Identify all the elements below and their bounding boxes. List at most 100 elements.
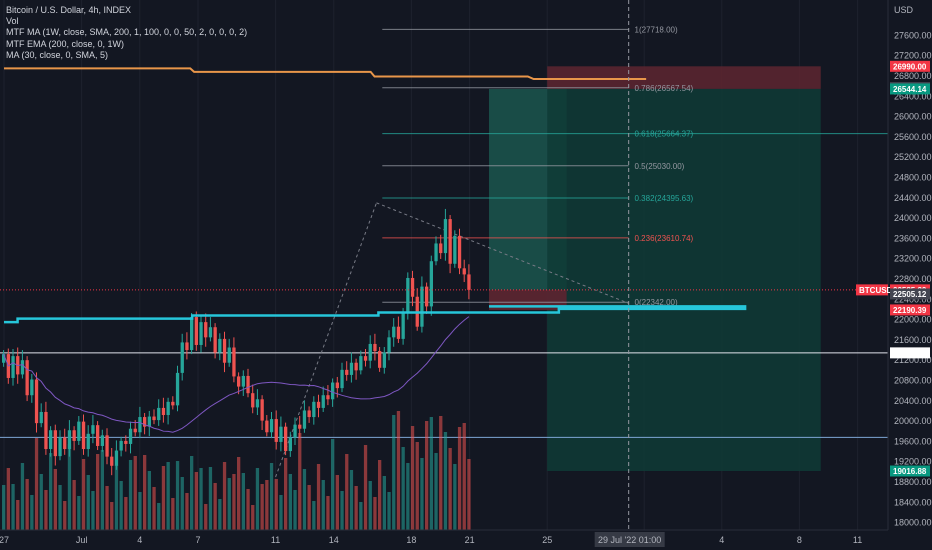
weekly-ma-line (4, 67, 647, 80)
volume-bar (457, 427, 462, 530)
volume-bar (213, 483, 217, 530)
candle-body (63, 437, 67, 450)
candle-body (434, 243, 438, 262)
candle-body (213, 327, 217, 353)
candle-body (410, 277, 415, 297)
candle-body (241, 375, 245, 387)
price-tag-label: 19016.88 (893, 467, 927, 476)
price-tick-label: 22800.00 (894, 274, 932, 284)
price-tag-label: 26544.14 (893, 85, 927, 94)
volume-bar (274, 479, 278, 530)
volume-bar (429, 417, 433, 530)
volume-bar (368, 481, 372, 530)
volume-bar (387, 492, 391, 530)
candle-body (359, 356, 363, 371)
volume-bar (63, 501, 67, 530)
volume-bar (302, 469, 307, 530)
volume-bar (67, 444, 72, 530)
fib-label-0.786: 0.786(26567.54) (635, 84, 694, 93)
candle-body (100, 435, 104, 446)
volume-bar (260, 484, 264, 530)
volume-bar (49, 453, 53, 530)
volume-bar (100, 450, 104, 530)
price-tick-label: 21200.00 (894, 355, 932, 365)
indicator-mtf-ma[interactable]: MTF MA (1W, close, SMA, 200, 1, 100, 0, … (6, 27, 248, 38)
candle-body (77, 421, 81, 441)
price-tag (890, 83, 930, 95)
time-tick-label: 11 (271, 535, 280, 545)
volume-bar (232, 474, 236, 530)
volume-bar (251, 505, 255, 530)
candle-body (2, 354, 6, 363)
price-tick-label: 19200.00 (894, 457, 932, 467)
price-tag (890, 347, 930, 359)
candle-body (30, 379, 34, 396)
volume-bar (30, 495, 34, 530)
price-tick-label: 23200.00 (894, 254, 932, 264)
price-tick-label: 23600.00 (894, 233, 932, 243)
chart-legend: Bitcoin / U.S. Dollar, 4h, INDEX Vol MTF… (6, 5, 247, 61)
candle-body (91, 425, 95, 434)
price-tag-label: 22505.12 (893, 290, 927, 299)
volume-bar (265, 480, 269, 530)
candle-body (312, 401, 316, 418)
volume-bar (194, 472, 198, 530)
candle-body (133, 428, 137, 433)
volume-bar (246, 489, 250, 530)
volume-bar (316, 464, 321, 530)
mtf-ema-line (4, 305, 747, 324)
candle-body (340, 369, 344, 389)
volume-bar (171, 498, 175, 530)
volume-bar (420, 458, 424, 530)
candle-body (227, 347, 231, 363)
volume-bar (16, 500, 20, 530)
candle-body (429, 261, 433, 307)
candle-body (11, 356, 15, 378)
candle-body (128, 428, 133, 444)
time-tick-label: 8 (797, 535, 802, 545)
candle-body (382, 352, 386, 368)
price-tag (890, 288, 930, 300)
volume-bar (279, 495, 283, 530)
candle-body (448, 219, 452, 264)
crosshair-date-box (594, 532, 665, 547)
candle-body (307, 410, 311, 418)
indicator-mtf-ema[interactable]: MTF EMA (200, close, 0, 1W) (6, 38, 125, 49)
volume-bar (39, 474, 43, 530)
volume-bar (453, 464, 457, 530)
price-axis: USD 27600.00 27200.00 26800.00 26400.00 26000… (894, 5, 932, 528)
candle-body (72, 430, 76, 441)
volume-bar (227, 478, 231, 530)
time-tick-label: 14 (329, 535, 339, 545)
candle-body (331, 382, 335, 400)
candle-body (335, 382, 339, 389)
volume-bar (2, 485, 6, 530)
volume-bar (180, 477, 184, 530)
fib-label-0.236: 0.236(23610.74) (635, 234, 694, 243)
volume-bar (157, 503, 161, 530)
indicator-ma30[interactable]: MA (30, close, 0, SMA, 5) (6, 49, 109, 60)
candle-body (387, 337, 391, 353)
volume-bar (410, 426, 415, 530)
price-tick-label: 26000.00 (894, 112, 932, 122)
volume-bar (396, 411, 401, 530)
price-tick-label: 25600.00 (894, 132, 932, 142)
price-tag (890, 304, 930, 316)
candle-body (392, 326, 396, 338)
indicator-vol[interactable]: Vol (6, 16, 19, 27)
price-tag-label: 26990.00 (893, 62, 927, 71)
volume-bar (20, 463, 25, 530)
time-tick-label: 21 (465, 535, 475, 545)
volume-bar (462, 423, 466, 530)
candle-body (194, 317, 198, 345)
price-tick-label: 24000.00 (894, 213, 932, 223)
volume-bar (307, 485, 311, 530)
volume-bar (110, 502, 114, 530)
time-tick-label: 25 (542, 535, 552, 545)
volume-bar (354, 486, 358, 530)
volume-bar (448, 448, 452, 530)
candle-body (439, 243, 443, 254)
candle-body (326, 395, 330, 400)
candle-body (406, 277, 410, 312)
